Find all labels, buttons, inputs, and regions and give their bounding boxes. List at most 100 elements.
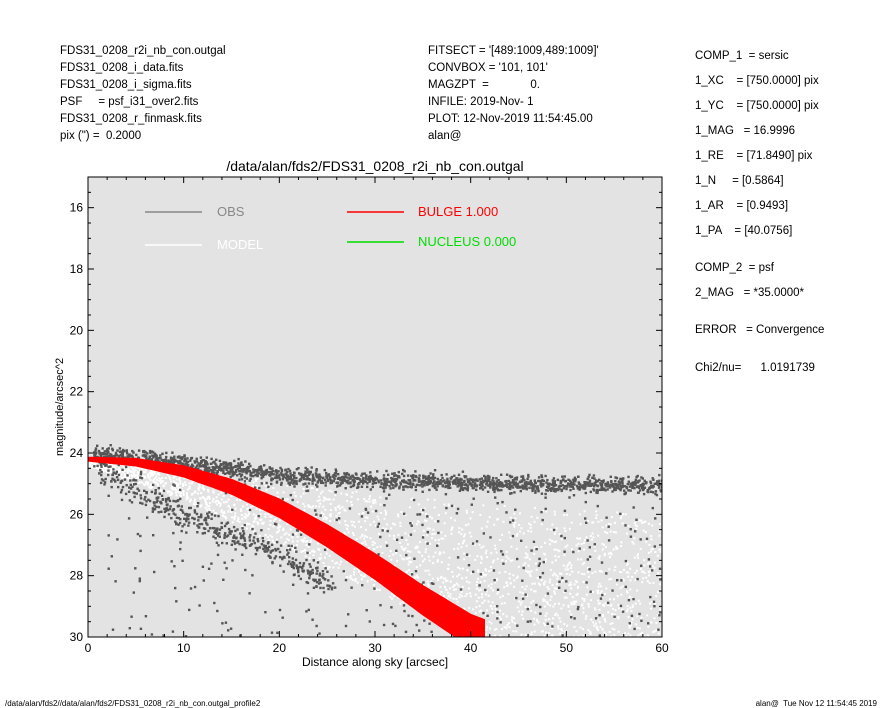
obs-point [429, 476, 432, 480]
model-point [451, 570, 454, 573]
model-point [453, 548, 456, 550]
obs-point [645, 481, 648, 484]
model-point [437, 514, 440, 516]
model-point [621, 585, 624, 588]
obs-point [319, 480, 323, 483]
obs-point [364, 477, 368, 480]
model-point [462, 567, 464, 570]
model-point [496, 592, 499, 595]
obs-point [308, 574, 311, 577]
obs-point [509, 483, 512, 487]
obs-point [260, 468, 263, 471]
obs-point [308, 563, 311, 566]
obs-point [231, 472, 235, 476]
obs-point [121, 451, 124, 454]
model-point [277, 527, 280, 529]
model-point [389, 550, 392, 553]
model-point [614, 609, 617, 612]
obs-point [242, 536, 245, 539]
model-point [612, 531, 615, 533]
obs-point [374, 509, 378, 513]
obs-point [295, 468, 299, 471]
obs-point [634, 530, 637, 533]
obs-point [567, 482, 570, 485]
model-point [231, 521, 234, 524]
obs-point [546, 489, 549, 492]
model-point [407, 543, 409, 546]
model-point [644, 531, 647, 534]
model-point [565, 596, 568, 599]
obs-point [392, 486, 395, 490]
model-point [373, 542, 376, 545]
model-point [475, 583, 478, 586]
obs-point [110, 479, 113, 483]
model-point [293, 550, 296, 553]
model-point [302, 539, 305, 542]
obs-point [127, 453, 130, 457]
model-point [245, 503, 248, 506]
model-point [348, 576, 351, 579]
obs-point [302, 570, 305, 573]
obs-point [185, 519, 188, 523]
model-point [589, 631, 592, 633]
obs-point [315, 469, 318, 472]
obs-point [187, 463, 190, 467]
model-point [196, 492, 199, 495]
model-point [103, 467, 106, 469]
obs-point [177, 460, 180, 464]
obs-point [524, 485, 528, 488]
obs-point [319, 581, 322, 584]
obs-point [322, 586, 325, 590]
obs-point [521, 484, 524, 487]
obs-point [460, 478, 463, 481]
obs-point [257, 472, 261, 475]
obs-point [381, 486, 385, 489]
model-point [636, 554, 639, 557]
model-point [305, 544, 308, 547]
model-point [582, 611, 585, 614]
data-layer [88, 444, 662, 637]
model-point [217, 493, 220, 496]
model-point [524, 562, 527, 565]
obs-point [447, 482, 450, 485]
model-point [278, 525, 281, 528]
model-point [424, 541, 427, 544]
obs-point [130, 615, 133, 618]
model-point [417, 520, 419, 523]
model-point [601, 628, 604, 630]
model-point [443, 585, 446, 588]
obs-point [647, 622, 650, 625]
model-point [151, 474, 154, 477]
model-point [568, 527, 571, 530]
model-point [301, 531, 303, 534]
model-point [522, 563, 525, 566]
model-point [580, 543, 583, 545]
obs-point [173, 565, 176, 568]
model-point [534, 562, 537, 565]
obs-point [545, 481, 548, 484]
model-point [542, 622, 545, 625]
obs-point [156, 499, 159, 502]
obs-point [579, 483, 582, 486]
obs-point [168, 499, 172, 503]
obs-point [636, 474, 639, 478]
obs-point [187, 521, 191, 524]
model-point [328, 566, 331, 569]
obs-point [596, 491, 599, 495]
obs-point [525, 483, 528, 486]
obs-point [357, 477, 360, 480]
model-point [393, 595, 396, 597]
model-point [603, 554, 606, 557]
model-point [532, 600, 535, 603]
obs-point [321, 575, 324, 578]
obs-point [225, 535, 228, 538]
obs-point [516, 624, 519, 627]
model-point [152, 479, 155, 482]
model-point [255, 507, 258, 510]
model-point [478, 589, 481, 592]
obs-point [151, 483, 155, 487]
model-point [491, 612, 494, 614]
model-point [490, 622, 493, 625]
model-point [504, 570, 507, 573]
obs-point [466, 484, 469, 487]
